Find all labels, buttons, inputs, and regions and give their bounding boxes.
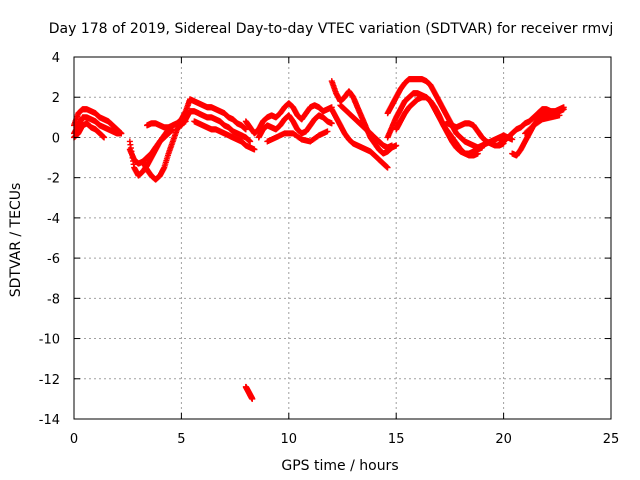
series-trace-v (522, 112, 563, 137)
series-trace-outlier (242, 383, 256, 402)
series-trace-n (328, 106, 391, 171)
y-tick-label: 0 (52, 131, 60, 146)
data-point (388, 142, 395, 149)
y-tick-label: -6 (47, 252, 60, 267)
data-point (101, 134, 108, 141)
x-tick-label: 10 (281, 432, 298, 447)
x-tick-label: 15 (388, 432, 405, 447)
data-point (251, 146, 258, 153)
series-trace-p (384, 76, 516, 151)
data-point (474, 150, 481, 157)
series-trace-g (144, 96, 249, 133)
data-point (242, 126, 249, 133)
series-trace-o (337, 102, 395, 151)
data-point (118, 130, 125, 137)
axis-ticks (73, 56, 612, 420)
series-trace-l (264, 128, 331, 145)
data-point (479, 144, 486, 151)
series-trace-i (191, 118, 258, 153)
x-tick-label: 5 (177, 432, 185, 447)
data-point (324, 128, 331, 135)
y-tick-label: 2 (52, 91, 60, 106)
series-trace-s (440, 120, 507, 149)
data-points (71, 76, 567, 402)
x-tick-label: 25 (603, 432, 620, 447)
data-point (560, 104, 567, 111)
y-tick-label: -14 (39, 413, 60, 428)
plot-frame (73, 56, 612, 420)
series-trace-u (496, 104, 567, 147)
series-trace-b (71, 114, 125, 137)
series-trace-k (255, 112, 335, 141)
data-point (384, 164, 391, 171)
y-tick-label: -8 (47, 292, 60, 307)
data-point (249, 395, 256, 402)
x-axis-title: GPS time / hours (281, 458, 398, 474)
y-axis-title: SDTVAR / TECUs (8, 183, 24, 298)
x-tick-label: 0 (70, 432, 78, 447)
data-point (247, 138, 254, 145)
y-tick-label: -10 (39, 333, 60, 348)
grid-lines (74, 57, 611, 419)
series-trace-j (242, 100, 335, 137)
data-point (509, 136, 516, 143)
y-tick-labels: 4 2 0 -2 -4 -6 -8 -10 -12 -14 (39, 51, 60, 428)
data-point (328, 120, 335, 127)
y-tick-label: 4 (52, 51, 60, 66)
series-trace-r (393, 94, 481, 159)
y-tick-label: -4 (47, 212, 60, 227)
y-tick-label: -2 (47, 172, 60, 187)
x-tick-label: 20 (495, 432, 512, 447)
y-tick-label: -12 (39, 373, 60, 388)
x-tick-labels: 0 5 10 15 20 25 (70, 432, 619, 447)
data-point (556, 112, 563, 119)
series-trace-h (178, 108, 254, 145)
chart-title: Day 178 of 2019, Sidereal Day-to-day VTE… (49, 21, 614, 37)
series-trace-c (71, 120, 108, 141)
